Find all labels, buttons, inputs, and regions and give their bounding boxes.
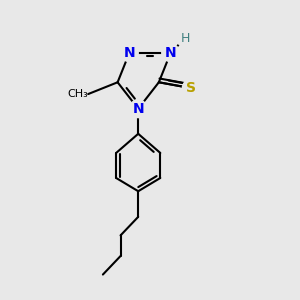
Text: N: N [124,46,135,60]
Text: CH₃: CH₃ [68,89,88,99]
Circle shape [129,100,147,118]
Text: N: N [132,102,144,116]
Circle shape [176,29,194,47]
Circle shape [121,44,138,62]
Circle shape [182,79,200,97]
Text: S: S [186,81,196,95]
Text: N: N [165,46,176,60]
Circle shape [162,44,179,62]
Text: H: H [181,32,190,45]
